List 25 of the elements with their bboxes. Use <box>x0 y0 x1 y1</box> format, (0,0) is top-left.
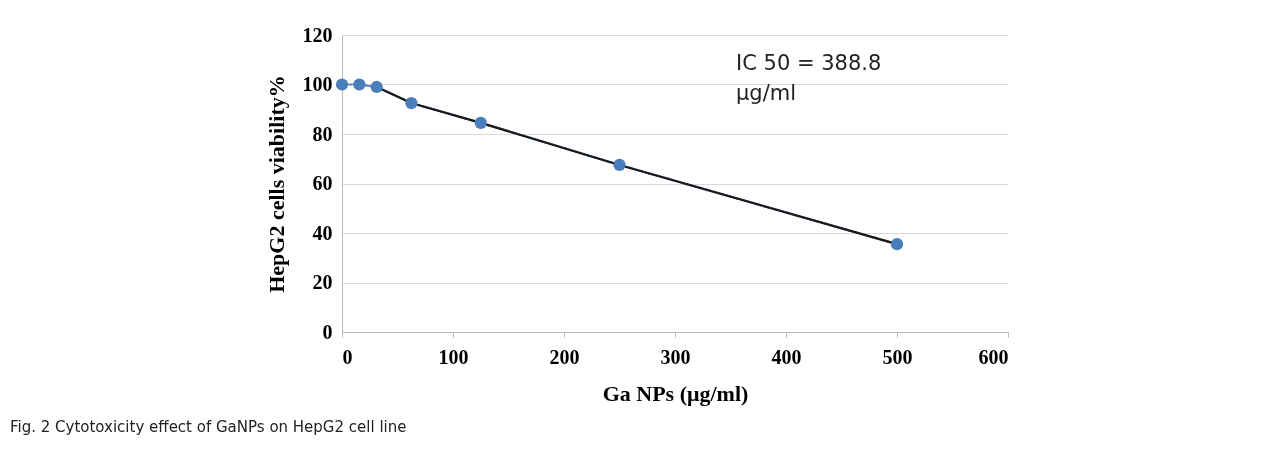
y-tick-label: 120 <box>302 23 333 46</box>
x-tick-label: 500 <box>882 345 913 368</box>
point <box>370 80 383 94</box>
x-tick-label: 0 <box>342 345 353 368</box>
y-tick-label: 60 <box>312 172 333 194</box>
y-tick-label: 40 <box>312 221 333 244</box>
caption: Fig. 2 Cytotoxicity effect of GaNPs on HepG2 cell line <box>10 418 407 436</box>
y-tick-label: 100 <box>302 73 333 95</box>
point <box>405 96 418 110</box>
y-tick-label: 80 <box>312 122 333 145</box>
x-tick-label: 400 <box>771 345 802 368</box>
y-axis-title: HepG2 cells viability% <box>263 75 289 293</box>
point <box>474 116 487 129</box>
x-tick-label: 600 <box>978 345 1009 368</box>
point <box>335 78 349 91</box>
point <box>890 238 904 251</box>
point <box>353 78 366 91</box>
point <box>613 158 626 172</box>
x-tick-label: 200 <box>549 345 580 368</box>
x-tick-label: 300 <box>660 345 691 368</box>
y-tick-label: 0 <box>322 320 333 343</box>
x-tick-label: 100 <box>438 345 469 368</box>
annotation: IC 50 = 388.8 μg/ml <box>736 51 882 105</box>
y-tick-label: 20 <box>312 271 333 293</box>
x-axis-title: Ga NPs (μg/ml) <box>602 380 749 406</box>
